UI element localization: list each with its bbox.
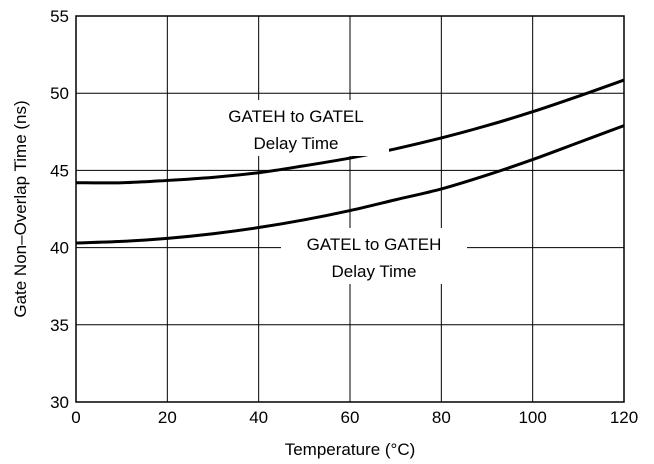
- plot-frame: [75, 15, 625, 403]
- curve-annotations: GATEH to GATEL Delay Time GATEL to GATEH De…: [203, 100, 467, 284]
- grid-lines: [75, 15, 625, 403]
- y-tick-label: 35: [50, 316, 69, 335]
- annotation-text-0-0: GATEH to GATEL: [228, 107, 363, 126]
- series-line-0: [75, 78, 625, 185]
- y-tick-label: 45: [50, 161, 69, 180]
- annotation-text-1-1: Delay Time: [331, 262, 416, 281]
- x-tick-labels: 0 20 40 60 80 100 120: [71, 408, 638, 427]
- x-axis-title: Temperature (°C): [285, 440, 416, 459]
- annotation-text-0-1: Delay Time: [253, 134, 338, 153]
- x-tick-label: 0: [71, 408, 80, 427]
- annotation-text-1-0: GATEL to GATEH: [307, 235, 442, 254]
- annotation-bg-0: [203, 100, 389, 156]
- series-curves: [75, 78, 625, 245]
- y-axis-title: Gate Non–Overlap Time (ns): [11, 100, 30, 317]
- y-tick-label: 30: [50, 393, 69, 412]
- x-tick-label: 80: [432, 408, 451, 427]
- x-tick-label: 40: [249, 408, 268, 427]
- x-tick-label: 120: [610, 408, 638, 427]
- x-tick-label: 20: [158, 408, 177, 427]
- x-tick-label: 100: [518, 408, 546, 427]
- y-tick-label: 50: [50, 84, 69, 103]
- y-tick-label: 40: [50, 239, 69, 258]
- y-tick-label: 55: [50, 7, 69, 26]
- annotation-bg-1: [281, 228, 467, 284]
- y-tick-labels: 30 35 40 45 50 55: [50, 7, 69, 412]
- series-line-1: [75, 124, 625, 245]
- x-tick-label: 60: [341, 408, 360, 427]
